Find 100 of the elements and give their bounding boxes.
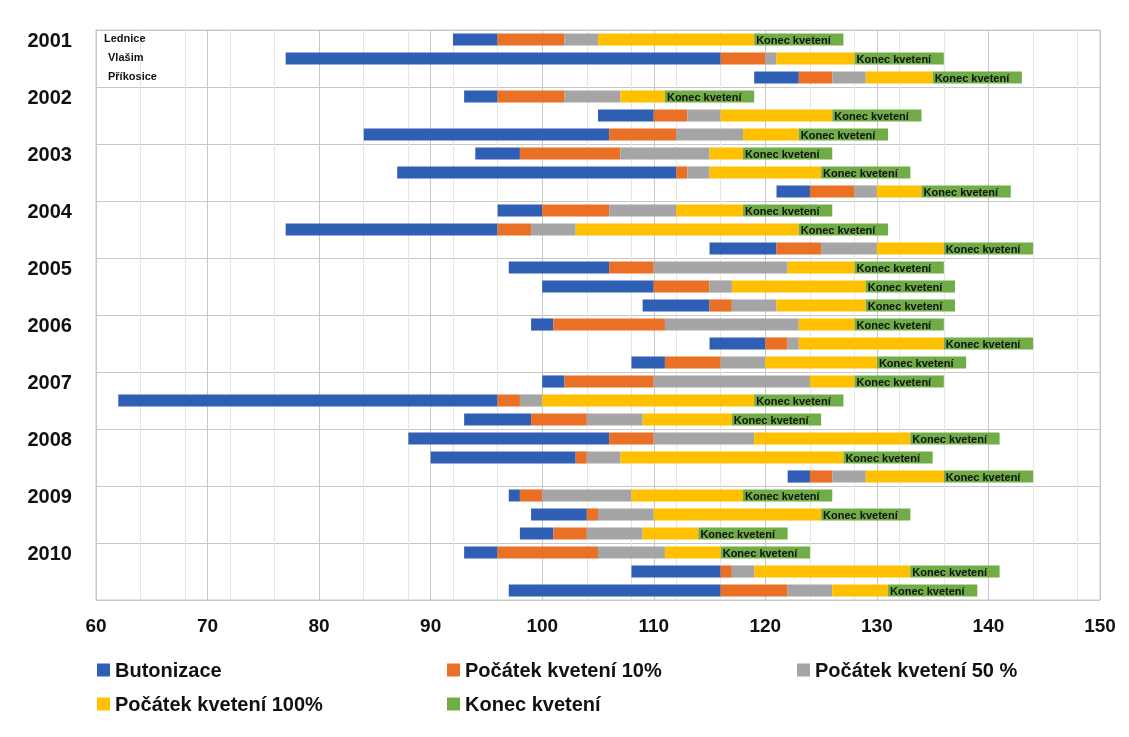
- bar: [776, 242, 822, 255]
- bar: [575, 223, 799, 236]
- bar: [720, 356, 766, 369]
- bar: [586, 451, 621, 464]
- bar: [798, 337, 944, 350]
- data-label: Konec kvetení: [890, 584, 966, 597]
- bar: [642, 299, 710, 312]
- bar: [531, 508, 587, 521]
- bar: [598, 33, 755, 46]
- bar: [542, 280, 654, 293]
- bar: [865, 71, 933, 84]
- bar: [609, 128, 677, 141]
- bar: [285, 52, 721, 65]
- legend-label: Konec kvetení: [465, 693, 603, 715]
- bar: [798, 318, 855, 331]
- bar: [832, 71, 866, 84]
- bar: [642, 413, 732, 426]
- data-label: Konec kvetení: [856, 375, 933, 388]
- bar: [731, 299, 777, 312]
- y-tick-label: 2001: [27, 28, 72, 51]
- y-tick-label: 2004: [27, 199, 73, 222]
- bar: [720, 584, 788, 597]
- data-label: Konec kvetení: [845, 451, 921, 464]
- y-tick-label: 2006: [27, 313, 72, 336]
- bar: [876, 185, 922, 198]
- bar: [876, 242, 944, 255]
- annotation: Vlašim: [108, 51, 144, 63]
- bar: [664, 318, 799, 331]
- bar: [709, 337, 766, 350]
- bar: [642, 527, 699, 540]
- bar: [664, 356, 721, 369]
- bar: [497, 90, 565, 103]
- bar: [653, 375, 810, 388]
- bar: [285, 223, 498, 236]
- bar: [731, 280, 866, 293]
- data-label: Konec kvetení: [856, 261, 933, 274]
- bar: [787, 337, 799, 350]
- bar: [508, 584, 721, 597]
- bar: [787, 470, 810, 483]
- bar: [519, 489, 543, 502]
- annotation: Lednice: [104, 32, 146, 44]
- bar: [609, 432, 654, 445]
- data-label: Konec kvetení: [745, 147, 821, 160]
- bar: [497, 546, 598, 559]
- legend-label: Počátek kvetení 50 %: [815, 659, 1018, 681]
- bar: [754, 432, 911, 445]
- bar: [720, 565, 732, 578]
- bar: [676, 128, 744, 141]
- legend-label: Butonizace: [115, 659, 222, 681]
- bar: [854, 185, 877, 198]
- bar: [620, 451, 844, 464]
- bar: [754, 71, 799, 84]
- bar: [542, 489, 632, 502]
- bar: [620, 90, 665, 103]
- x-tick-label: 100: [526, 615, 559, 636]
- data-label: Konec kvetení: [945, 242, 1022, 255]
- bar: [586, 508, 598, 521]
- bar: [519, 394, 543, 407]
- bar: [832, 584, 889, 597]
- bar: [709, 147, 744, 160]
- x-tick-label: 110: [638, 615, 670, 636]
- bar: [709, 166, 822, 179]
- data-label: Konec kvetení: [912, 565, 988, 578]
- data-label: Konec kvetení: [823, 166, 899, 179]
- bar: [765, 337, 788, 350]
- bar: [609, 204, 677, 217]
- bar: [787, 584, 833, 597]
- x-tick-label: 70: [196, 615, 219, 636]
- bar: [809, 375, 855, 388]
- bar: [519, 147, 621, 160]
- data-label: Konec kvetení: [756, 33, 832, 46]
- bar: [609, 261, 654, 274]
- bar: [809, 470, 833, 483]
- bar: [709, 242, 777, 255]
- x-tick-label: 140: [972, 615, 1005, 636]
- bar: [687, 166, 710, 179]
- bar: [542, 375, 565, 388]
- bar: [553, 527, 587, 540]
- y-tick-label: 2003: [27, 142, 72, 165]
- bar: [776, 52, 855, 65]
- bar: [519, 527, 554, 540]
- y-tick-label: 2005: [27, 256, 72, 279]
- bar: [497, 204, 543, 217]
- data-label: Konec kvetení: [666, 90, 743, 103]
- data-label: Konec kvetení: [700, 527, 776, 540]
- bar: [653, 432, 755, 445]
- bar: [497, 33, 565, 46]
- x-tick-label: 150: [1084, 615, 1116, 636]
- data-label: Konec kvetení: [722, 546, 799, 559]
- bar: [408, 432, 610, 445]
- bar: [598, 546, 665, 559]
- bar: [531, 413, 587, 426]
- bar: [564, 375, 654, 388]
- bar: [776, 185, 810, 198]
- bar: [821, 242, 877, 255]
- data-label: Konec kvetení: [823, 508, 899, 521]
- bar: [475, 147, 520, 160]
- bar: [508, 489, 520, 502]
- bar: [653, 261, 788, 274]
- bar: [363, 128, 610, 141]
